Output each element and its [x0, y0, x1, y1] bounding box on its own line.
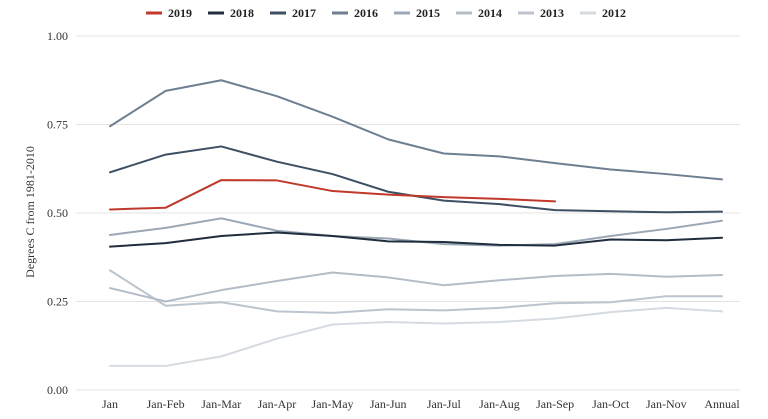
legend-item-2014[interactable]: 2014	[456, 6, 502, 20]
legend-item-2018[interactable]: 2018	[208, 6, 254, 20]
series-line-2019	[109, 179, 557, 211]
series-line-2014	[109, 271, 723, 303]
y-tick-label: 0.75	[47, 118, 68, 132]
x-tick-label: Jan-Aug	[479, 397, 520, 411]
legend-label: 2018	[230, 6, 254, 20]
legend-item-2015[interactable]: 2015	[394, 6, 440, 20]
y-tick-label: 0.25	[47, 295, 68, 309]
legend-label: 2019	[168, 6, 192, 20]
legend-item-2017[interactable]: 2017	[270, 6, 316, 20]
y-tick-label: 0.00	[47, 383, 68, 397]
series-line-2017	[109, 145, 723, 214]
legend-label: 2012	[602, 6, 626, 20]
x-tick-label: Jan-Jun	[370, 397, 407, 411]
x-tick-label: Jan-May	[312, 397, 354, 411]
x-tick-label: Jan	[102, 397, 118, 411]
legend-item-2012[interactable]: 2012	[580, 6, 626, 20]
x-tick-label: Jan-Mar	[201, 397, 241, 411]
series-lines	[109, 79, 723, 367]
x-axis-ticks: Jan Jan-Feb Jan-Mar Jan-Apr Jan-May Jan-Jun Ja…	[102, 397, 740, 411]
y-axis-title: Degrees C from 1981-2010	[23, 146, 37, 278]
legend-item-2019[interactable]: 2019	[146, 6, 192, 20]
legend-label: 2015	[416, 6, 440, 20]
x-tick-label: Jan-Oct	[592, 397, 630, 411]
y-tick-label: 0.50	[47, 206, 68, 220]
series-line-2013	[109, 269, 723, 314]
y-tick-label: 1.00	[47, 29, 68, 43]
gridlines	[76, 35, 740, 391]
x-tick-label: Jan-Nov	[646, 397, 687, 411]
legend-item-2016[interactable]: 2016	[332, 6, 378, 20]
x-tick-label: Annual	[704, 397, 740, 411]
legend-label: 2016	[354, 6, 378, 20]
series-line-2012	[109, 306, 723, 367]
series-line-2018	[109, 231, 723, 248]
x-tick-label: Jan-Jul	[427, 397, 462, 411]
legend-label: 2013	[540, 6, 564, 20]
legend: 2019 2018 2017 2016 2015 2014 2013 2012	[146, 6, 626, 20]
x-tick-label: Jan-Sep	[536, 397, 574, 411]
y-axis-ticks: 0.00 0.25 0.50 0.75 1.00	[47, 29, 68, 397]
x-tick-label: Jan-Apr	[258, 397, 297, 411]
legend-label: 2014	[478, 6, 502, 20]
x-tick-label: Jan-Feb	[147, 397, 185, 411]
legend-item-2013[interactable]: 2013	[518, 6, 564, 20]
legend-label: 2017	[292, 6, 316, 20]
series-line-2016	[109, 79, 723, 181]
